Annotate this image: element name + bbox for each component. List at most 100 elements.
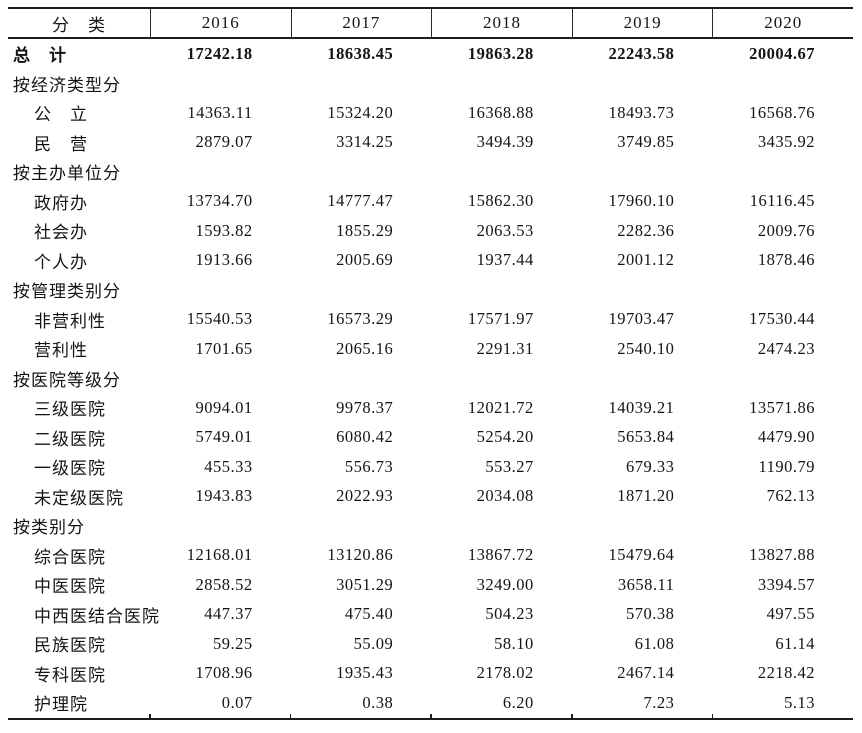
value-cell-2016: 13734.70: [186, 191, 253, 211]
row-label: 民族医院: [34, 636, 106, 656]
value-cell-2017: 16573.29: [327, 309, 394, 329]
value-cell-2019: 14039.21: [608, 397, 675, 417]
header-category: 分 类: [52, 15, 106, 35]
table-body: 总 计 17242.18 18638.45 19863.28 22243.58 20004…: [8, 39, 853, 720]
value-cell-2016: 17242.18: [186, 43, 253, 63]
column-boundary-tick: [149, 713, 151, 719]
value-cell-2018: 19863.28: [467, 43, 534, 63]
column-boundary-tick: [289, 713, 292, 719]
value-cell-2017: 475.40: [344, 604, 394, 624]
table-row: 护理院 0.07 0.38 6.20 7.23 5.13: [8, 688, 853, 718]
value-cell-2020: 1190.79: [758, 456, 815, 476]
value-cell-2018: 13867.72: [467, 545, 534, 565]
row-label: 按管理类别分: [13, 282, 121, 302]
row-label: 个人办: [34, 252, 88, 272]
table-row: 二级医院 5749.01 6080.42 5254.20 5653.84 4479.90: [8, 423, 853, 453]
value-cell-2019: 3658.11: [617, 574, 675, 594]
value-cell-2018: 5254.20: [476, 427, 534, 447]
header-year-2018: 2018: [431, 9, 572, 37]
value-cell-2016: 2879.07: [195, 132, 253, 152]
value-cell-2016: 0.07: [221, 692, 253, 712]
value-cell-2019: 1871.20: [617, 486, 675, 506]
value-cell-2018: 2063.53: [476, 220, 534, 240]
value-cell-2017: 556.73: [344, 456, 394, 476]
table-row: 中西医结合医院 447.37 475.40 504.23 570.38 497.55: [8, 600, 853, 630]
column-boundary-tick: [571, 713, 573, 719]
value-cell-2018: 504.23: [485, 604, 534, 624]
value-cell-2019: 3749.85: [617, 132, 675, 152]
value-cell-2017: 13120.86: [327, 545, 394, 565]
value-cell-2017: 2022.93: [336, 486, 394, 506]
table-row: 非营利性 15540.53 16573.29 17571.97 19703.47 1753…: [8, 305, 853, 335]
value-cell-2016: 1593.82: [195, 220, 253, 240]
value-cell-2018: 3249.00: [476, 574, 534, 594]
value-cell-2016: 2858.52: [195, 574, 253, 594]
header-year-2020: 2020: [712, 9, 853, 37]
table-row: 按医院等级分: [8, 364, 853, 394]
value-cell-2018: 58.10: [494, 633, 534, 653]
row-label: 社会办: [34, 223, 88, 243]
value-cell-2016: 15540.53: [186, 309, 253, 329]
value-cell-2018: 1937.44: [476, 250, 534, 270]
value-cell-2018: 2034.08: [476, 486, 534, 506]
value-cell-2018: 17571.97: [467, 309, 534, 329]
value-cell-2017: 3051.29: [336, 574, 394, 594]
value-cell-2017: 0.38: [362, 692, 394, 712]
value-cell-2017: 18638.45: [327, 43, 394, 63]
value-cell-2019: 5653.84: [617, 427, 675, 447]
row-label: 一级医院: [34, 459, 106, 479]
header-year-2019: 2019: [571, 9, 713, 37]
row-label: 按医院等级分: [13, 370, 121, 390]
value-cell-2020: 2218.42: [757, 663, 815, 683]
value-cell-2017: 9978.37: [336, 397, 394, 417]
value-cell-2019: 679.33: [626, 456, 675, 476]
table-row: 三级医院 9094.01 9978.37 12021.72 14039.21 13571.…: [8, 393, 853, 423]
value-cell-2019: 18493.73: [608, 102, 675, 122]
value-cell-2017: 2065.16: [336, 338, 394, 358]
table-row: 总 计 17242.18 18638.45 19863.28 22243.58 20004…: [8, 39, 853, 69]
table-row: 政府办 13734.70 14777.47 15862.30 17960.10 16116…: [8, 187, 853, 217]
value-cell-2020: 4479.90: [757, 427, 815, 447]
value-cell-2017: 1935.43: [336, 663, 394, 683]
value-cell-2019: 2001.12: [617, 250, 675, 270]
value-cell-2020: 3435.92: [757, 132, 815, 152]
row-label: 按经济类型分: [13, 75, 121, 95]
row-label: 三级医院: [34, 400, 106, 420]
value-cell-2016: 12168.01: [186, 545, 253, 565]
value-cell-2020: 2009.76: [757, 220, 815, 240]
table-row: 按类别分: [8, 511, 853, 541]
value-cell-2019: 7.23: [643, 692, 675, 712]
value-cell-2019: 15479.64: [608, 545, 675, 565]
value-cell-2020: 5.13: [784, 692, 815, 712]
table-row: 社会办 1593.82 1855.29 2063.53 2282.36 2009.76: [8, 216, 853, 246]
value-cell-2018: 3494.39: [476, 132, 534, 152]
value-cell-2020: 13571.86: [749, 397, 815, 417]
row-label: 民 营: [34, 134, 88, 154]
row-label: 中西医结合医院: [34, 606, 160, 626]
row-label: 总 计: [13, 46, 67, 66]
value-cell-2020: 16568.76: [749, 102, 815, 122]
value-cell-2016: 9094.01: [195, 397, 253, 417]
value-cell-2019: 19703.47: [608, 309, 675, 329]
row-label: 营利性: [34, 341, 88, 361]
row-label: 综合医院: [34, 547, 106, 567]
value-cell-2019: 570.38: [626, 604, 675, 624]
row-label: 护理院: [34, 695, 88, 715]
value-cell-2017: 14777.47: [327, 191, 394, 211]
value-cell-2018: 2291.31: [476, 338, 534, 358]
header-year-2016: 2016: [150, 9, 291, 37]
table-row: 公 立 14363.11 15324.20 16368.88 18493.73 16568…: [8, 98, 853, 128]
table-row: 中医医院 2858.52 3051.29 3249.00 3658.11 3394.57: [8, 570, 853, 600]
table-row: 专科医院 1708.96 1935.43 2178.02 2467.14 2218.42: [8, 659, 853, 689]
value-cell-2018: 6.20: [502, 692, 534, 712]
value-cell-2016: 1708.96: [195, 663, 253, 683]
value-cell-2020: 2474.23: [757, 338, 815, 358]
row-label: 专科医院: [34, 665, 106, 685]
value-cell-2016: 1913.66: [195, 250, 253, 270]
table-row: 个人办 1913.66 2005.69 1937.44 2001.12 1878.46: [8, 246, 853, 276]
row-label: 中医医院: [34, 577, 106, 597]
value-cell-2018: 16368.88: [467, 102, 534, 122]
value-cell-2019: 2282.36: [617, 220, 675, 240]
row-label: 按类别分: [13, 518, 85, 538]
